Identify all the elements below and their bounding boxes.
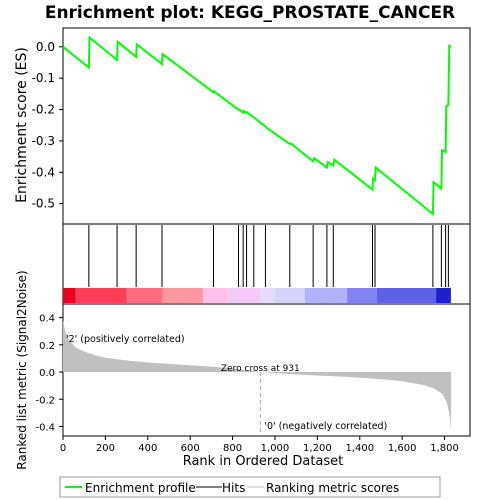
- heat-bar-segment: [304, 288, 348, 303]
- legend: Enrichment profile Hits Ranking metric s…: [59, 476, 441, 498]
- hits-panel: [62, 223, 471, 305]
- x-tick-label: 400: [138, 443, 157, 454]
- heat-bar-segment: [162, 288, 203, 303]
- es-panel-frame: [62, 27, 471, 225]
- positive-correlation-label: '2' (positively correlated): [66, 334, 185, 345]
- es-y-tick-label: 0.0: [36, 40, 55, 54]
- x-tick-label: 1,200: [303, 443, 332, 454]
- x-tick-label: 600: [181, 443, 200, 454]
- heat-bar-segment: [126, 288, 163, 303]
- heat-bar-segment: [274, 288, 305, 303]
- heat-bar-segment: [202, 288, 229, 303]
- legend-label-enrichment-profile: Enrichment profile: [85, 481, 196, 495]
- es-y-axis-label: Enrichment score (ES): [14, 47, 30, 203]
- es-y-tick-label: -0.3: [32, 134, 55, 148]
- ranking-metric-area: [63, 320, 451, 430]
- ranking-y-tick-label: 0.4: [39, 314, 55, 325]
- x-tick-label: 1,600: [388, 443, 417, 454]
- es-y-tick-label: -0.1: [32, 71, 55, 85]
- heat-bar-segment: [63, 288, 76, 303]
- ranked-list-heat-bar: [63, 288, 451, 303]
- enrichment-profile-line: [62, 35, 452, 217]
- zero-cross-label: Zero cross at 931: [221, 364, 300, 374]
- x-tick-label: 200: [96, 443, 115, 454]
- ranking-y-axis: 0.4 0.2 0.0 -0.2 -0.4: [35, 314, 63, 433]
- x-axis: 0 200 400 600 800 1,000 1,200 1,400 1,600 1,800: [60, 436, 459, 454]
- es-y-axis: 0.0 -0.1 -0.2 -0.3 -0.4 -0.5: [32, 40, 63, 211]
- ranking-y-tick-label: -0.4: [35, 422, 55, 433]
- heat-bar-segment: [347, 288, 377, 303]
- ranking-y-tick-label: 0.0: [39, 368, 55, 379]
- es-y-tick-label: -0.5: [32, 197, 55, 211]
- heat-bar-segment: [75, 288, 127, 303]
- ranking-y-axis-label: Ranked list metric (Signal2Noise): [15, 270, 29, 469]
- ranking-panel: Zero cross at 931 '2' (positively correl…: [15, 270, 471, 470]
- es-y-tick-label: -0.2: [32, 103, 55, 117]
- hit-markers: [88, 225, 449, 287]
- x-tick-label: 0: [60, 443, 66, 454]
- x-tick-label: 1,800: [430, 443, 459, 454]
- legend-label-hits: Hits: [222, 481, 245, 495]
- es-panel: 0.0 -0.1 -0.2 -0.3 -0.4 -0.5 Enrichment score…: [14, 27, 471, 225]
- negative-correlation-label: '0' (negatively correlated): [264, 421, 387, 432]
- heat-bar-segment: [436, 288, 451, 303]
- heat-bar-segment: [228, 288, 261, 303]
- x-tick-label: 1,000: [261, 443, 290, 454]
- heat-bar-segment: [260, 288, 275, 303]
- ranking-y-tick-label: -0.2: [35, 395, 55, 406]
- ranking-y-tick-label: 0.2: [39, 341, 55, 352]
- es-y-tick-label: -0.4: [32, 165, 55, 179]
- legend-label-ranking-metric: Ranking metric scores: [266, 481, 399, 495]
- chart-title: Enrichment plot: KEGG_PROSTATE_CANCER: [45, 3, 455, 23]
- x-tick-label: 1,400: [345, 443, 374, 454]
- x-axis-label: Rank in Ordered Dataset: [183, 454, 344, 469]
- heat-bar-segment: [376, 288, 437, 303]
- x-tick-label: 800: [223, 443, 242, 454]
